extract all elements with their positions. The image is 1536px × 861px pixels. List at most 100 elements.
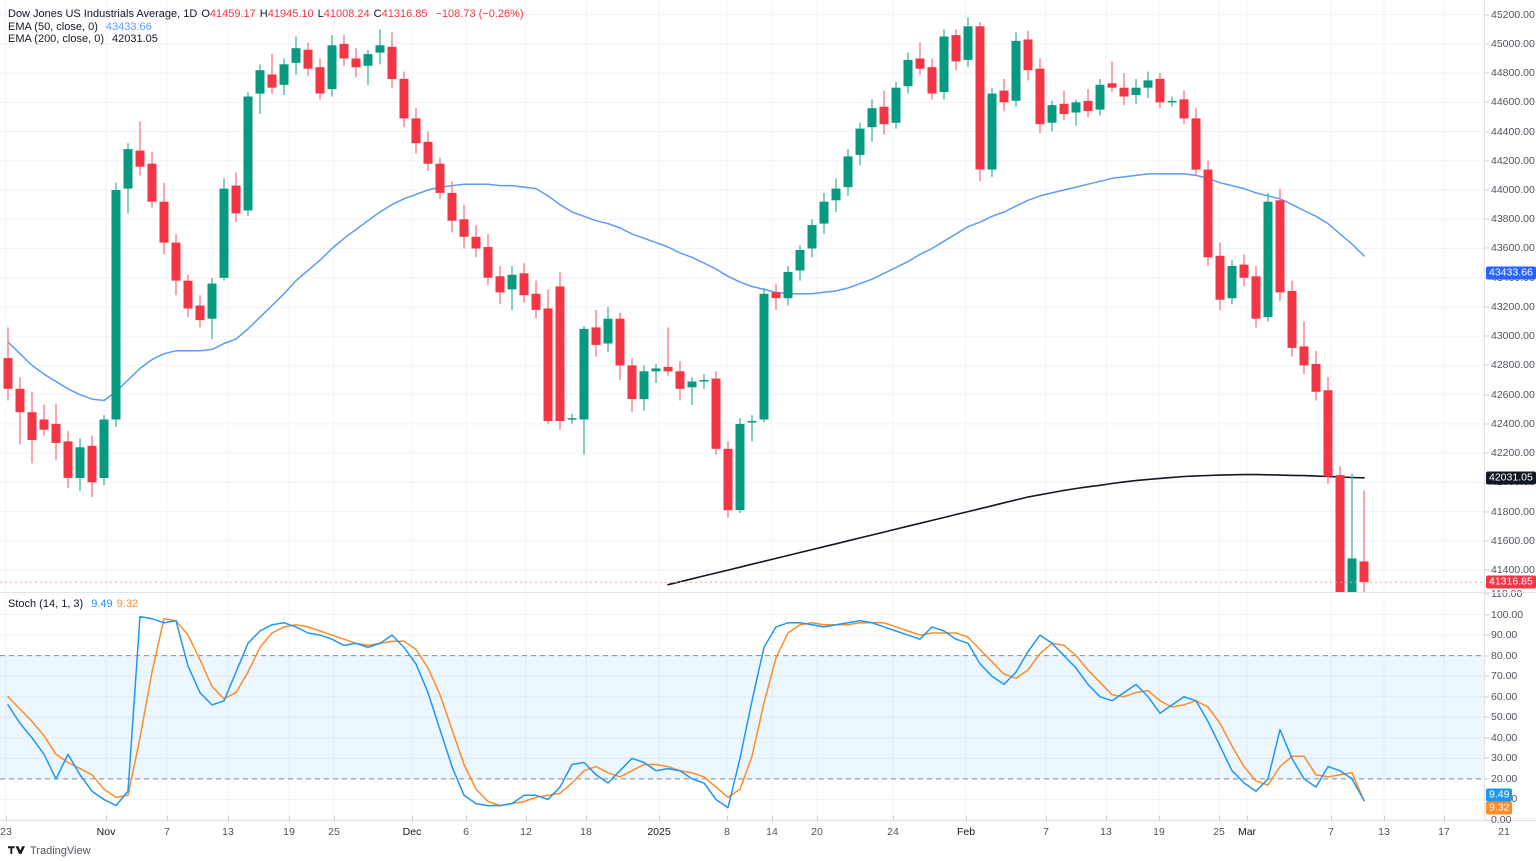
time-tick-label: 18 [580, 826, 592, 838]
price-tick-mark [1485, 160, 1489, 162]
stoch-tick-mark [1485, 675, 1489, 677]
stoch-tick-mark [1485, 614, 1489, 616]
tradingview-logo-icon [8, 845, 25, 854]
time-tick-mark [334, 816, 335, 821]
price-tick-mark [1485, 364, 1489, 366]
stoch-tick-mark [1485, 737, 1489, 739]
price-tick-mark [1485, 218, 1489, 220]
stoch-tick-label: 0.00 [1491, 814, 1512, 826]
time-tick-label: 13 [222, 826, 234, 838]
stoch-tick-mark [1485, 819, 1489, 821]
price-tick-mark [1485, 43, 1489, 45]
time-tick-mark [659, 816, 660, 821]
ema50-badge[interactable]: 43433.66 [1486, 266, 1536, 280]
stoch-d-badge[interactable]: 9.32 [1486, 801, 1513, 815]
time-tick-mark [228, 816, 229, 821]
price-tick-label: 43200.00 [1491, 300, 1535, 313]
price-tick-mark [1485, 452, 1489, 454]
time-tick-mark [966, 816, 967, 821]
time-tick-mark [1444, 816, 1445, 821]
price-tick-mark [1485, 101, 1489, 103]
time-tick-label: 13 [1100, 826, 1112, 838]
stoch-tick-label: 80.00 [1491, 649, 1518, 662]
last-price-badge[interactable]: 41316.85 [1486, 575, 1536, 589]
price-tick-mark [1485, 14, 1489, 16]
time-tick-mark [1046, 816, 1047, 821]
time-tick-label: 19 [283, 826, 295, 838]
price-tick-label: 44200.00 [1491, 154, 1535, 167]
time-tick-mark [1219, 816, 1220, 821]
stoch-tick-label: 110.00 [1491, 588, 1523, 600]
time-tick-label: 7 [1328, 826, 1334, 838]
price-tick-label: 45000.00 [1491, 37, 1535, 50]
price-tick-label: 44600.00 [1491, 96, 1535, 109]
time-tick-mark [526, 816, 527, 821]
stochastic-oscillator-plot [0, 594, 1484, 820]
price-tick-label: 43600.00 [1491, 242, 1535, 255]
time-tick-mark [1106, 816, 1107, 821]
time-tick-label: 12 [520, 826, 532, 838]
price-tick-label: 42800.00 [1491, 359, 1535, 372]
price-tick-mark [1485, 335, 1489, 337]
time-tick-label: Feb [956, 826, 976, 838]
time-tick-label: 19 [1153, 826, 1165, 838]
price-tick-mark [1485, 247, 1489, 249]
watermark-text: TradingView [30, 845, 91, 857]
time-tick-mark [466, 816, 467, 821]
time-tick-mark [893, 816, 894, 821]
pane-separator[interactable] [0, 592, 1536, 593]
stoch-tick-mark [1485, 696, 1489, 698]
time-tick-label: 8 [724, 826, 730, 838]
price-tick-label: 41400.00 [1491, 564, 1535, 577]
price-tick-mark [1485, 189, 1489, 191]
stoch-tick-label: 70.00 [1491, 670, 1518, 683]
price-tick-label: 45200.00 [1491, 8, 1535, 21]
stochastic-pane[interactable] [0, 594, 1484, 820]
time-tick-mark [727, 816, 728, 821]
price-tick-mark [1485, 72, 1489, 74]
stoch-tick-mark [1485, 757, 1489, 759]
candle-series [3, 17, 1369, 592]
time-tick-label: 13 [1378, 826, 1390, 838]
stoch-k-badge[interactable]: 9.49 [1486, 788, 1513, 801]
price-tick-label: 42200.00 [1491, 447, 1535, 460]
price-scale-axis[interactable]: 45200.00 45000.00 44800.00 44600.00 44400.00… [1484, 0, 1536, 826]
stoch-tick-mark [1485, 778, 1489, 780]
price-tick-label: 44800.00 [1491, 67, 1535, 80]
price-tick-label: 42400.00 [1491, 417, 1535, 430]
price-tick-mark [1485, 394, 1489, 396]
time-tick-label: Mar [1237, 826, 1257, 838]
time-tick-label: 21 [1498, 826, 1510, 838]
time-tick-label: 23 [0, 826, 12, 838]
time-tick-label: 17 [1438, 826, 1450, 838]
price-pane[interactable] [0, 0, 1484, 592]
stoch-tick-mark [1485, 655, 1489, 657]
price-tick-label: 41600.00 [1491, 534, 1535, 547]
time-tick-label: 25 [1213, 826, 1225, 838]
time-tick-label: 24 [887, 826, 899, 838]
stoch-tick-label: 50.00 [1491, 711, 1518, 724]
price-tick-mark [1485, 306, 1489, 308]
time-tick-label: 6 [463, 826, 469, 838]
price-tick-mark [1485, 569, 1489, 571]
price-tick-label: 44000.00 [1491, 184, 1535, 197]
time-tick-mark [1247, 816, 1248, 821]
time-tick-label: 25 [328, 826, 340, 838]
tradingview-watermark: TradingView [8, 845, 91, 857]
time-tick-mark [289, 816, 290, 821]
time-tick-mark [412, 816, 413, 821]
time-tick-label: 7 [1043, 826, 1049, 838]
time-tick-mark [817, 816, 818, 821]
stoch-tick-label: 100.00 [1491, 608, 1524, 621]
time-tick-mark [772, 816, 773, 821]
time-tick-label: 20 [811, 826, 823, 838]
price-tick-mark [1485, 423, 1489, 425]
stoch-tick-mark [1485, 593, 1489, 595]
stoch-tick-label: 40.00 [1491, 731, 1518, 744]
time-scale-axis[interactable]: 23 Nov 7 13 19 25 Dec 6 12 18 2025 8 14 20 24 Feb 7 13 19 2… [0, 816, 1536, 842]
ema200-badge[interactable]: 42031.05 [1486, 471, 1536, 485]
price-tick-label: 43000.00 [1491, 330, 1535, 343]
price-tick-label: 41800.00 [1491, 505, 1535, 518]
stoch-tick-label: 60.00 [1491, 690, 1518, 703]
